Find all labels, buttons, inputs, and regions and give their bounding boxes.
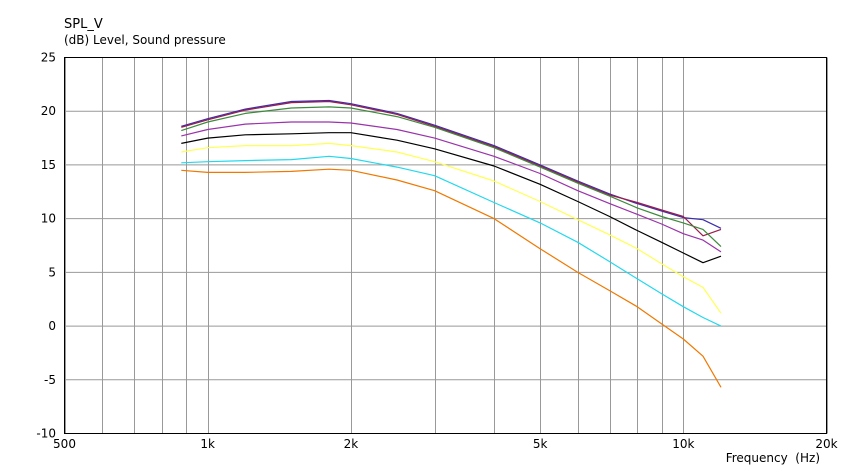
series-line-3	[181, 106, 722, 248]
x-tick-label: 5k	[533, 437, 548, 451]
y-tick-label: 25	[41, 51, 56, 65]
grid	[64, 57, 828, 434]
series-line-4	[181, 121, 722, 253]
series-line-1	[181, 99, 722, 229]
y-tick-label: -10	[36, 427, 56, 441]
x-tick-label: 20k	[815, 437, 837, 451]
y-tick-label: 15	[41, 158, 56, 172]
y-tick-label: 20	[41, 104, 56, 118]
y-tick-label: 0	[48, 319, 56, 333]
x-tick-label: 500	[53, 437, 76, 451]
x-tick-label: 1k	[200, 437, 215, 451]
y-tick-labels: 25 20 15 10 5 0 -5 -10	[36, 51, 56, 441]
y-tick-label: 10	[41, 212, 56, 226]
y-tick-label: 5	[48, 265, 56, 279]
x-tick-labels: 500 1k 2k 5k 10k 20k	[53, 437, 838, 451]
series-group	[181, 99, 722, 388]
chart-title: SPL_V	[64, 17, 103, 32]
y-tick-label: -5	[44, 373, 56, 387]
series-line-8	[181, 168, 722, 388]
series-line-5	[181, 132, 722, 264]
x-tick-label: 10k	[672, 437, 694, 451]
plot-frame	[64, 57, 827, 434]
series-line-2	[181, 100, 722, 237]
chart-subtitle: (dB) Level, Sound pressure	[64, 33, 226, 47]
series-line-6	[181, 142, 722, 314]
x-axis-label: Frequency (Hz)	[726, 451, 820, 465]
series-line-7	[181, 155, 722, 327]
x-tick-label: 2k	[344, 437, 359, 451]
